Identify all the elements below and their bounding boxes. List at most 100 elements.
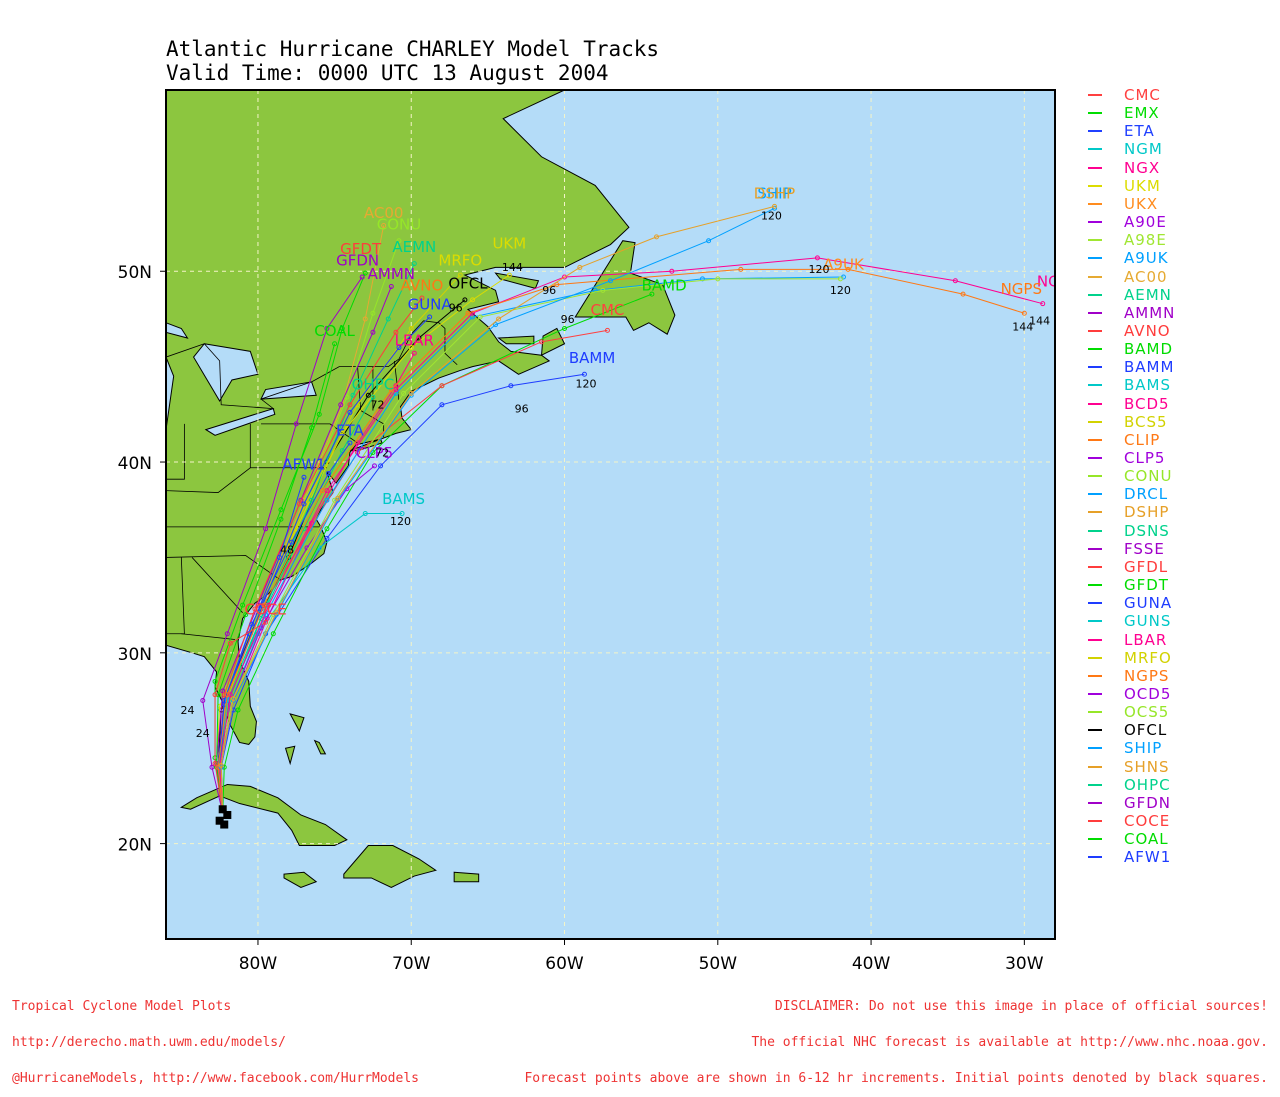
track-point — [324, 488, 330, 494]
lon-tick-label: 40W — [852, 954, 891, 974]
legend-label: CLP5 — [1124, 449, 1166, 467]
track-point — [388, 387, 394, 393]
model-label: COAL — [314, 322, 355, 340]
model-label: NGX — [1037, 273, 1070, 291]
footer-disclaimer: DISCLAIMER: Do not use this image in pla… — [524, 977, 1268, 1097]
legend-label: DRCL — [1124, 485, 1169, 504]
track-point — [263, 526, 269, 532]
legend-swatch — [1088, 656, 1102, 659]
lon-tick-label: 80W — [239, 954, 278, 974]
track-point — [355, 449, 361, 455]
track-point — [278, 507, 284, 513]
lon-tick-label: 50W — [699, 954, 738, 974]
legend-swatch — [1088, 801, 1102, 804]
track-point — [493, 322, 499, 328]
legend-swatch — [1088, 148, 1102, 151]
model-label: AVNO — [401, 276, 444, 294]
track-point — [496, 316, 502, 322]
land-polygon — [497, 335, 535, 345]
track-point — [278, 516, 284, 522]
track-a98e — [219, 278, 841, 814]
track-point — [385, 316, 391, 322]
legend-swatch — [1088, 275, 1102, 278]
legend-label: SHNS — [1124, 757, 1170, 776]
legend-swatch — [1088, 565, 1102, 568]
legend-label: BAMD — [1124, 340, 1174, 359]
track-point — [276, 554, 282, 560]
track-point — [604, 327, 610, 333]
legend-swatch — [1088, 674, 1102, 677]
legend-item-fsse: FSSE — [1088, 540, 1165, 558]
forecast-hour-label: 96 — [542, 284, 556, 297]
legend-item-conu: CONU — [1088, 467, 1172, 485]
legend-item-cmc: CMC — [1088, 86, 1161, 104]
model-label: GUNA — [408, 295, 453, 313]
footer-link[interactable]: http://derecho.math.uwm.edu/models/ — [12, 1035, 286, 1050]
legend-label: NGM — [1124, 140, 1163, 159]
track-point — [347, 402, 353, 408]
model-label: CMC — [590, 301, 624, 319]
model-label: MRFO — [438, 252, 482, 270]
legend-label: AFW1 — [1124, 848, 1172, 867]
legend-label: GUNS — [1124, 612, 1172, 631]
track-point — [359, 274, 365, 280]
lon-tick-label: 30W — [1005, 954, 1044, 974]
track-point — [419, 295, 425, 301]
track-point — [408, 390, 414, 396]
track-point — [393, 329, 399, 335]
legend-swatch — [1088, 729, 1102, 732]
legend-swatch — [1088, 221, 1102, 224]
track-point — [218, 762, 224, 768]
legend-swatch — [1088, 438, 1102, 441]
model-label: BAMM — [569, 349, 615, 367]
legend-swatch — [1088, 348, 1102, 351]
legend-label: AMMN — [1124, 303, 1176, 322]
legend-item-aemn: AEMN — [1088, 286, 1172, 304]
legend-label: A90E — [1124, 213, 1167, 232]
legend-item-lbar: LBAR — [1088, 631, 1167, 649]
track-point — [270, 631, 276, 637]
legend-swatch — [1088, 638, 1102, 641]
track-point — [960, 291, 966, 297]
track-point — [508, 383, 514, 389]
track-point — [427, 314, 433, 320]
track-point — [309, 425, 315, 431]
track-point — [370, 394, 376, 400]
model-label: GFDN — [336, 252, 379, 270]
track-point — [230, 696, 236, 702]
disclaimer-line: Forecast points above are shown in 6-12 … — [524, 1071, 1268, 1086]
track-point — [388, 284, 394, 290]
model-label: CLP5 — [356, 444, 393, 462]
model-label: BAMS — [382, 490, 425, 508]
initial-point — [215, 816, 224, 825]
track-point — [212, 760, 218, 766]
legend-item-avno: AVNO — [1088, 322, 1171, 340]
track-point — [324, 535, 330, 541]
track-point — [416, 335, 422, 341]
legend-item-ukm: UKM — [1088, 177, 1161, 195]
legend-item-ohpc: OHPC — [1088, 776, 1171, 794]
legend-item-bamm: BAMM — [1088, 358, 1174, 376]
track-point — [439, 383, 445, 389]
track-point — [477, 314, 483, 320]
track-point — [235, 707, 241, 713]
track-point — [562, 274, 568, 280]
track-point — [772, 203, 778, 209]
legend-label: DSNS — [1124, 521, 1170, 540]
lat-tick-label: 30N — [118, 645, 152, 665]
border-line — [166, 320, 458, 410]
legend-label: BAMM — [1124, 358, 1175, 377]
track-point — [738, 266, 744, 272]
track-point — [301, 501, 307, 507]
track-point — [462, 297, 468, 303]
track-point — [837, 276, 843, 282]
forecast-hour-label: 96 — [515, 402, 529, 415]
legend-label: BAMS — [1124, 376, 1172, 395]
legend-label: AEMN — [1124, 285, 1172, 304]
legend-item-a98e: A98E — [1088, 231, 1167, 249]
legend-label: UKM — [1124, 176, 1161, 195]
track-point — [296, 501, 302, 507]
track-point — [344, 394, 350, 400]
legend-swatch — [1088, 529, 1102, 532]
